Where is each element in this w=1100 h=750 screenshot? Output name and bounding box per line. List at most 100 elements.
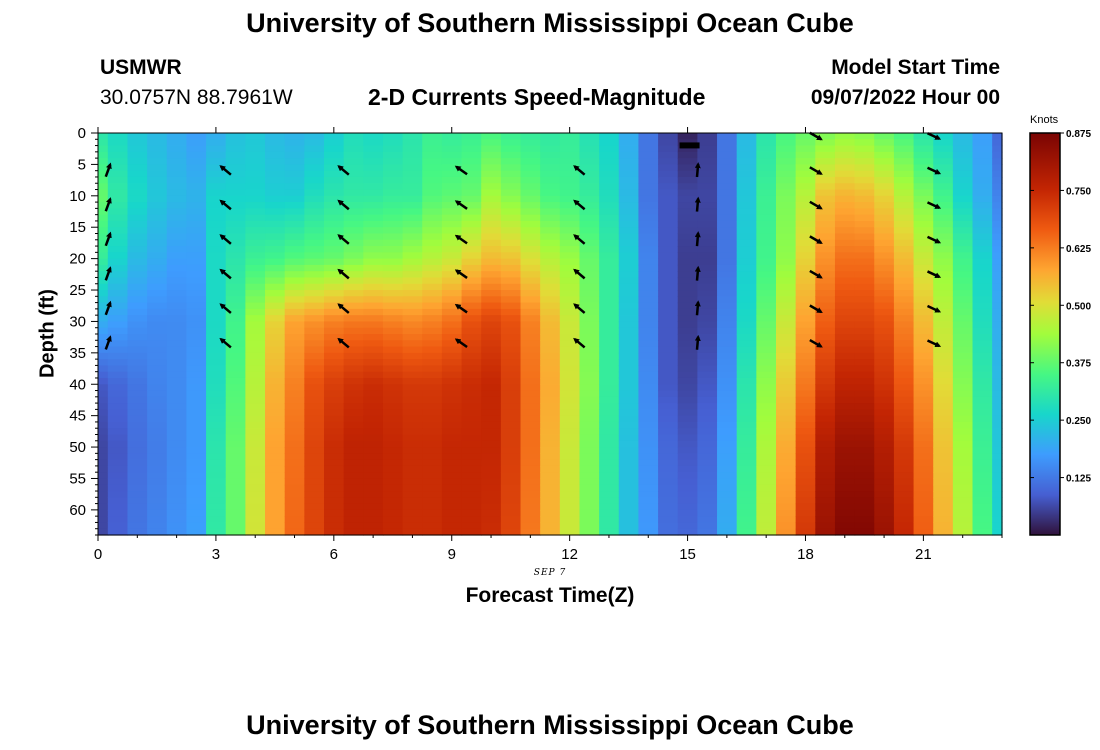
heatmap-cell [107, 151, 129, 159]
heatmap-cell [776, 214, 797, 222]
heatmap-cell [186, 340, 207, 348]
heatmap-cell [795, 183, 816, 191]
heatmap-cell [402, 484, 423, 492]
heatmap-cell [127, 227, 148, 235]
heatmap-cell [874, 151, 895, 159]
heatmap-cell [363, 290, 384, 297]
heatmap-cell [324, 214, 345, 222]
heatmap-cell [363, 233, 384, 241]
heatmap-cell [972, 133, 993, 140]
heatmap-cell [756, 233, 777, 241]
heatmap-cell [441, 522, 463, 530]
heatmap-cell [795, 434, 816, 442]
heatmap-cell [559, 151, 581, 159]
heatmap-cell [834, 170, 856, 178]
heatmap-cell [854, 365, 875, 373]
heatmap-cell [893, 164, 915, 172]
heatmap-cell [363, 308, 384, 316]
heatmap-cell [461, 509, 482, 517]
heatmap-cell [147, 176, 168, 184]
heatmap-cell [952, 239, 974, 247]
heatmap-cell [540, 346, 561, 354]
heatmap-cell [422, 151, 443, 159]
heatmap-cell [481, 359, 502, 367]
heatmap-cell [854, 440, 875, 448]
heatmap-cell [697, 359, 718, 367]
heatmap-cell [834, 472, 856, 480]
heatmap-cell [304, 453, 325, 461]
heatmap-cell [795, 176, 816, 184]
heatmap-cell [638, 447, 659, 454]
heatmap-cell [776, 220, 797, 228]
heatmap-cell [284, 528, 305, 536]
heatmap-cell [736, 509, 757, 517]
heatmap-cell [736, 352, 757, 360]
heatmap-cell [265, 164, 286, 172]
heatmap-cell [481, 183, 502, 191]
heatmap-cell [363, 509, 384, 517]
heatmap-cell [952, 327, 974, 335]
heatmap-cell [107, 352, 129, 360]
heatmap-cell [933, 133, 954, 140]
heatmap-cell [206, 302, 227, 310]
heatmap-cell [343, 239, 364, 247]
heatmap-cell [363, 176, 384, 184]
heatmap-cell [186, 321, 207, 329]
heatmap-cell [284, 415, 305, 423]
heatmap-cell [776, 233, 797, 241]
heatmap-cell [736, 271, 757, 279]
current-arrow [219, 268, 232, 280]
heatmap-cell [422, 396, 443, 404]
heatmap-cell [107, 183, 129, 191]
heatmap-cell [992, 409, 1003, 417]
heatmap-cell [402, 151, 423, 159]
heatmap-cell [854, 158, 875, 166]
heatmap-cell [638, 271, 659, 279]
heatmap-cell [638, 151, 659, 159]
heatmap-cell [481, 478, 502, 486]
heatmap-cell [559, 421, 581, 429]
heatmap-cell [127, 503, 148, 511]
heatmap-cell [343, 315, 364, 323]
heatmap-cell [166, 233, 188, 241]
heatmap-cell [540, 220, 561, 228]
heatmap-cell [893, 233, 915, 241]
heatmap-cell [265, 359, 286, 367]
heatmap-cell [363, 208, 384, 216]
heatmap-cell [874, 308, 895, 316]
heatmap-cell [186, 377, 207, 385]
heatmap-cell [913, 315, 934, 323]
heatmap-cell [717, 170, 738, 178]
heatmap-cell [599, 151, 620, 159]
heatmap-cell [736, 227, 757, 235]
heatmap-cell [284, 403, 305, 410]
heatmap-cell [933, 321, 954, 329]
heatmap-cell [972, 384, 993, 392]
heatmap-cell [972, 233, 993, 241]
heatmap-cell [520, 233, 541, 241]
heatmap-cell [736, 158, 757, 166]
heatmap-cell [520, 409, 541, 417]
heatmap-cell [540, 170, 561, 178]
heatmap-cell [284, 164, 305, 172]
heatmap-cell [834, 151, 856, 159]
heatmap-cell [952, 522, 974, 530]
heatmap-cell [776, 176, 797, 184]
heatmap-cell [815, 145, 836, 153]
y-tick-label: 15 [69, 219, 86, 236]
heatmap-cell [500, 139, 522, 147]
heatmap-cell [893, 522, 915, 530]
heatmap-cell [697, 252, 718, 260]
heatmap-cell [461, 252, 482, 260]
heatmap-cell [717, 478, 738, 486]
heatmap-cell [402, 334, 423, 341]
heatmap-cell [579, 290, 600, 297]
heatmap-cell [795, 170, 816, 178]
heatmap-cell [127, 183, 148, 191]
heatmap-cell [441, 208, 463, 216]
heatmap-cell [265, 195, 286, 203]
heatmap-cell [540, 302, 561, 310]
heatmap-cell [559, 377, 581, 385]
heatmap-cell [717, 359, 738, 367]
heatmap-cell [717, 189, 738, 197]
